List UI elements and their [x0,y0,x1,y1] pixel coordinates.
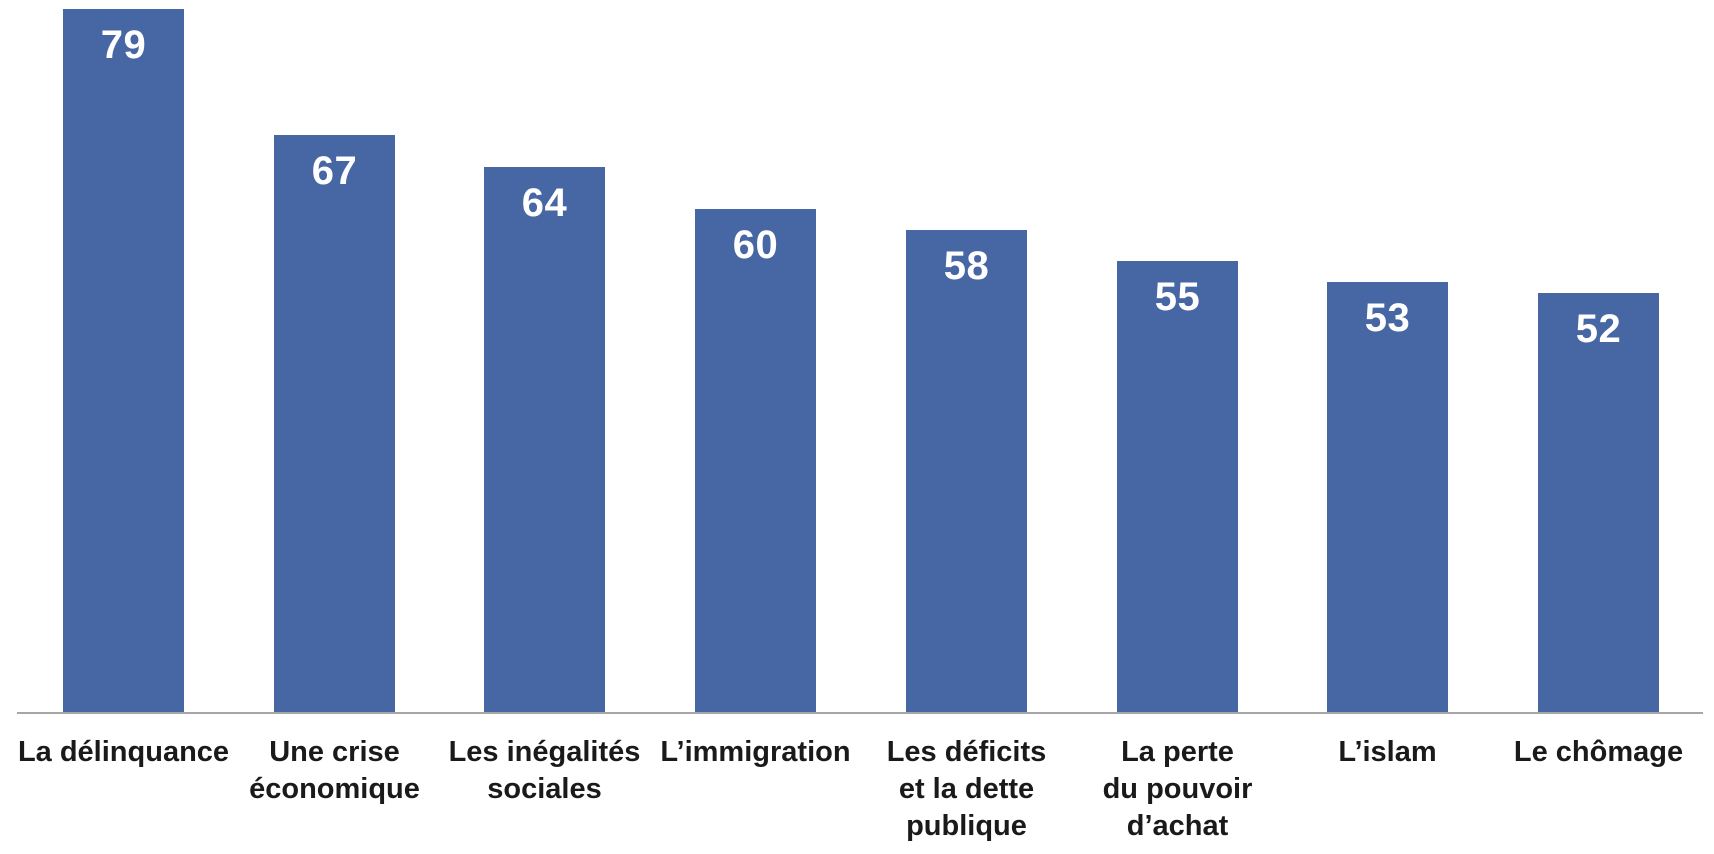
bar: 64 [484,167,605,712]
bar-value-label: 58 [943,244,990,288]
category-label: L’islam [1338,736,1437,768]
bar-value-label: 53 [1364,296,1411,340]
bar: 53 [1327,282,1448,712]
category-label: Les déficits et la dette publique [886,736,1047,842]
category-label: L’immigration [660,736,851,768]
category-label: Le chômage [1513,736,1684,768]
bar: 67 [274,135,395,712]
category-label: La délinquance [17,736,230,768]
x-axis-labels: La délinquance Une crise économique Les in… [0,734,1714,854]
category-label: Une crise économique [249,736,420,805]
bar-value-label: 60 [732,223,779,267]
bar-value-label: 79 [100,23,147,67]
category-label: Les inégalités sociales [448,736,641,805]
bar: 52 [1538,293,1659,712]
x-axis-line [17,712,1703,714]
bar: 60 [695,209,816,712]
bar-value-label: 55 [1154,275,1201,319]
bar: 58 [906,230,1027,712]
bar-value-label: 67 [311,149,358,193]
bar-value-label: 52 [1575,307,1622,351]
category-label: La perte du pouvoir d’achat [1102,736,1253,842]
bar-value-label: 64 [521,181,568,225]
bar: 79 [63,9,184,712]
bar: 55 [1117,261,1238,712]
plot-area: 79 67 64 60 58 55 53 52 [17,9,1703,714]
